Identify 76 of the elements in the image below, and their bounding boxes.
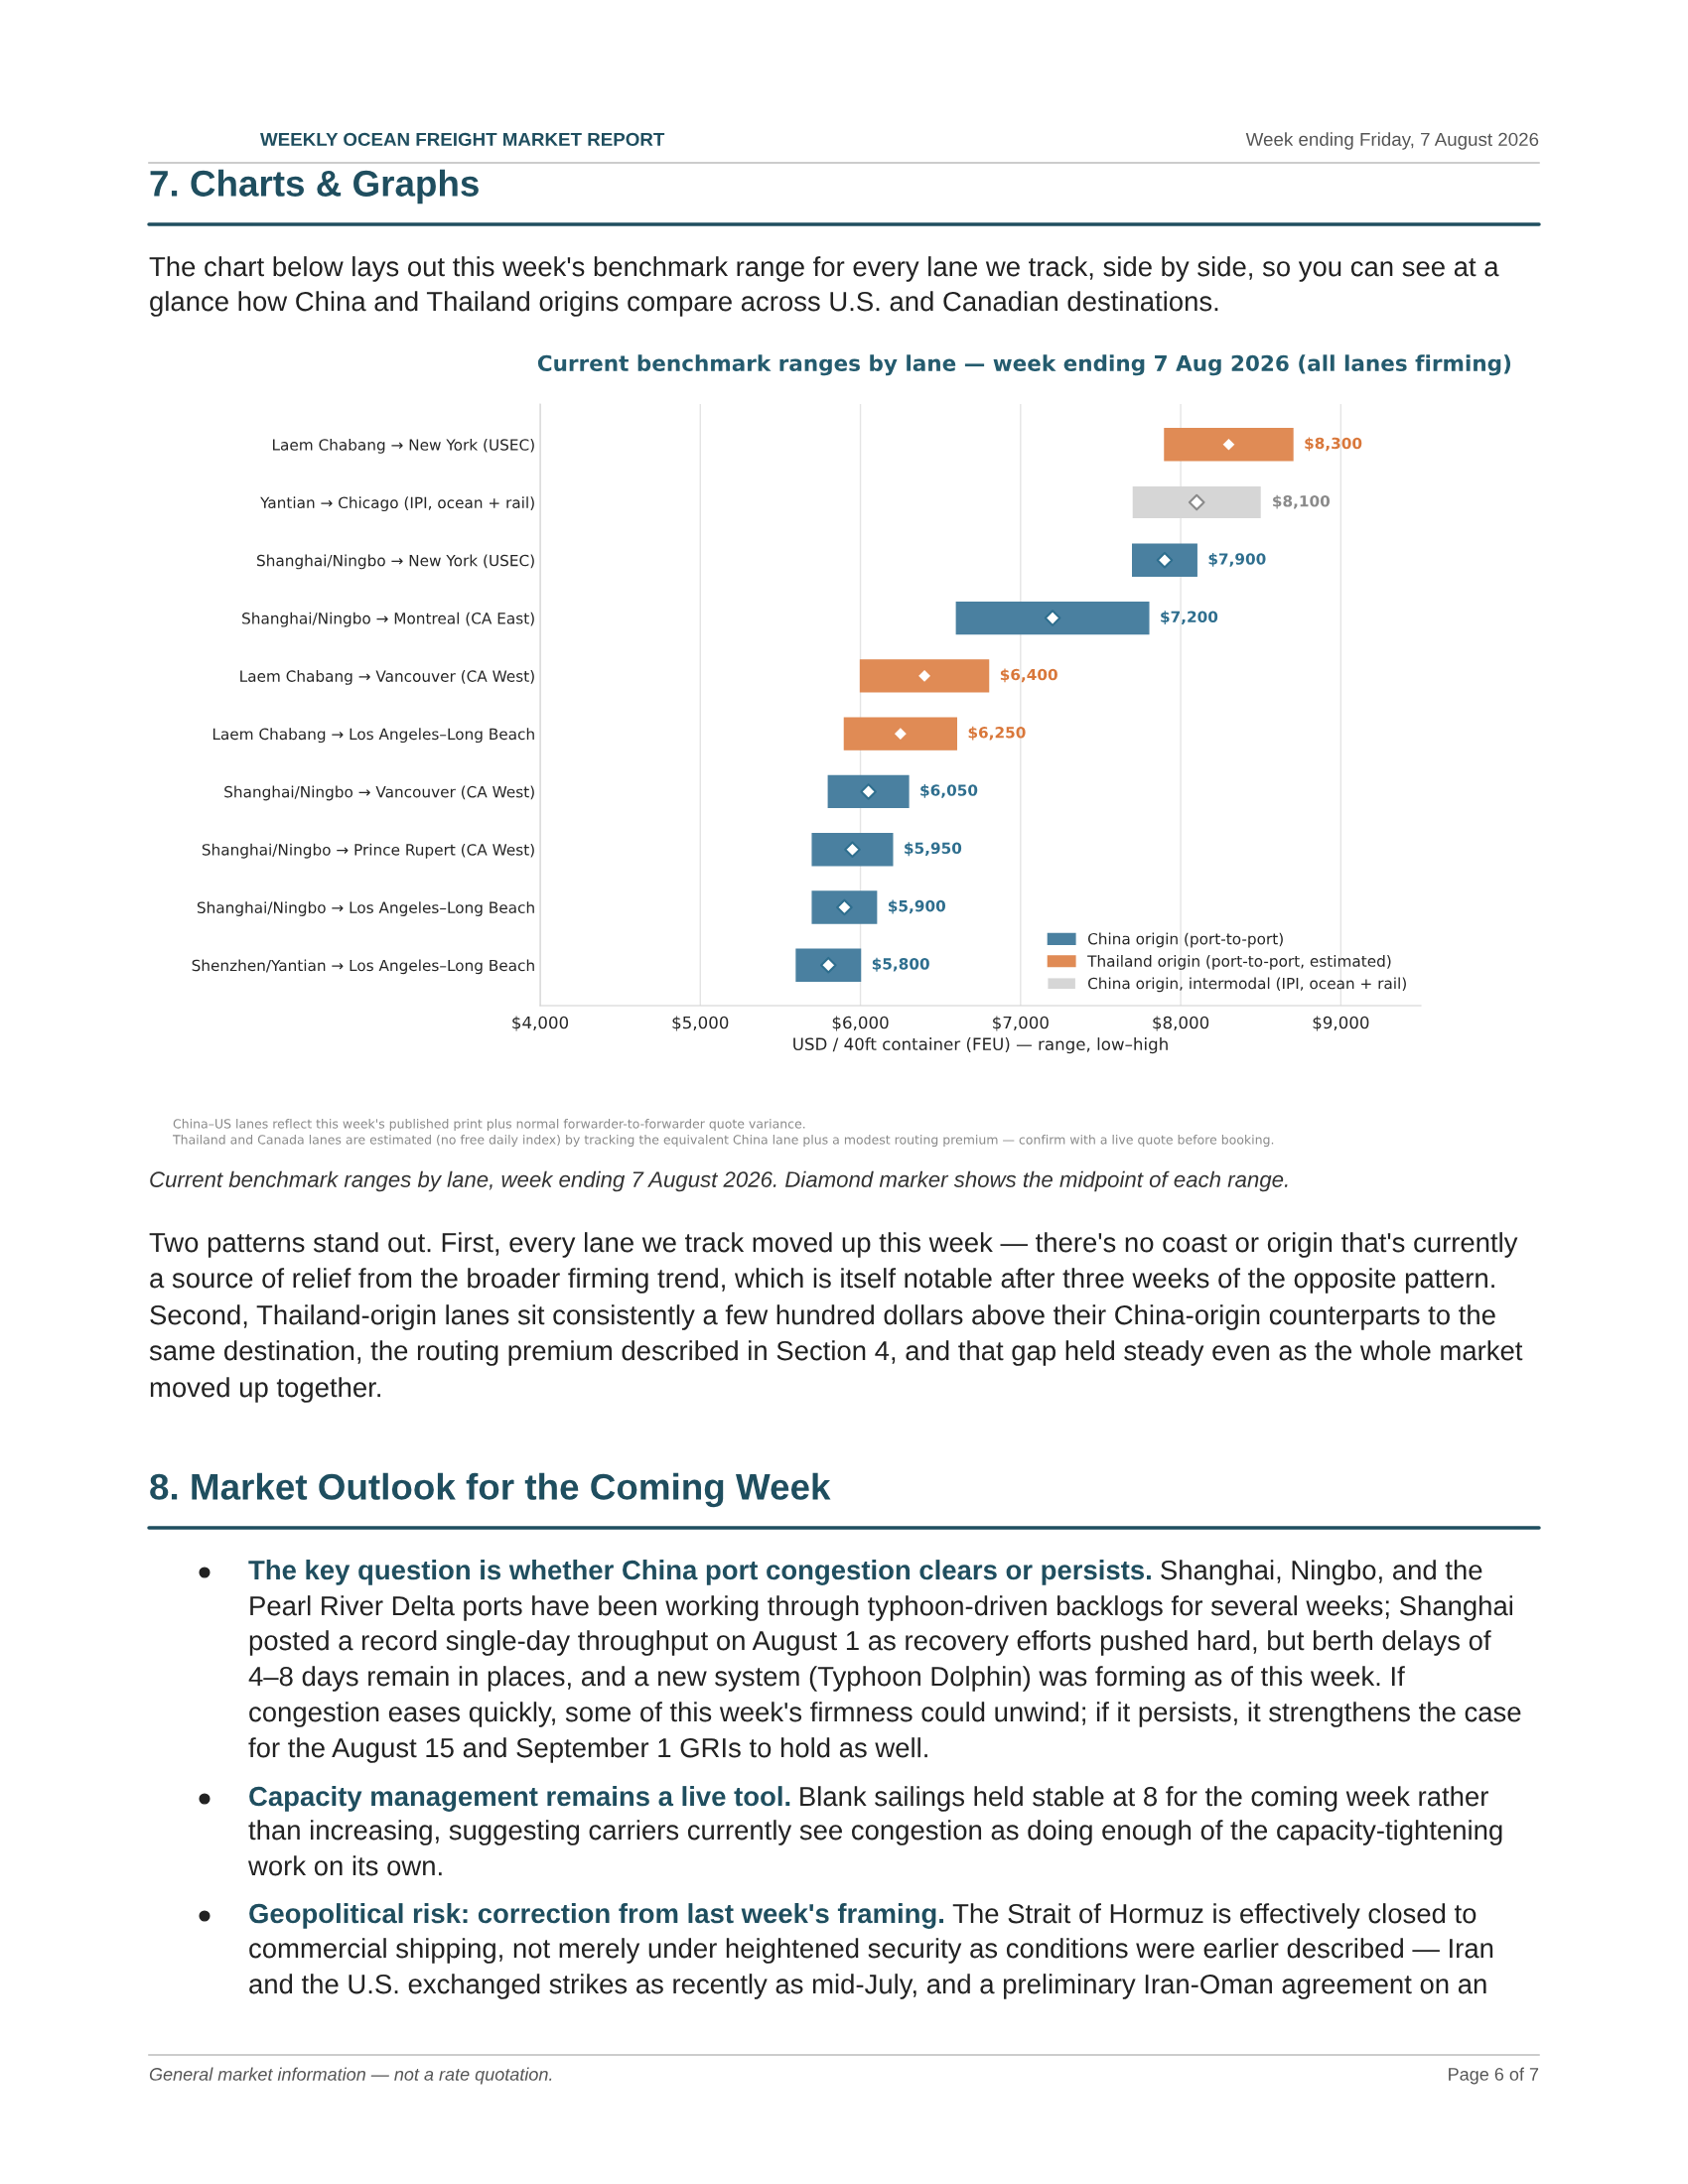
- y-tick-label: Shanghai/Ningbo → Montreal (CA East): [242, 612, 534, 627]
- x-tick-label: $7,000: [993, 1016, 1049, 1031]
- text: same destination, the routing premium described in Section 4, and that gap held steady even as the whole market: [149, 1340, 1523, 1366]
- y-tick-label: Laem Chabang → New York (USEC): [273, 438, 534, 454]
- annotation: $7,200: [1161, 611, 1218, 625]
- text: and the U.S. exchanged strikes as recently as mid-July, and a preliminary Iran-Oman agreement on an: [249, 1974, 1486, 1999]
- text: China–US lanes reflect this week's published print plus normal forwarder-to-forwarder quote variance.: [173, 1118, 805, 1132]
- text: Page 6 of 7: [1449, 2067, 1539, 2085]
- text: Shanghai, Ningbo, and the: [1161, 1560, 1482, 1585]
- text: than increasing, suggesting carriers currently see congestion as doing enough of the capacity-tightening: [248, 1820, 1502, 1845]
- chart-title: Current benchmark ranges by lane — week ending 7 Aug 2026 (all lanes firming): [537, 354, 1511, 376]
- bar: [827, 774, 910, 809]
- x-tick-label: $8,000: [1153, 1016, 1209, 1031]
- bar: [955, 601, 1150, 635]
- text: Second, Thailand-origin lanes sit consistently a few hundred dollars above their China-origin counterparts to the: [150, 1304, 1495, 1330]
- y-tick-label: Shanghai/Ningbo → Prince Rupert (CA West): [202, 843, 534, 859]
- point: [844, 841, 861, 858]
- y-tick-label: Yantian → Chicago (IPI, ocean + rail): [260, 496, 534, 512]
- legend-label: China origin, intermodal (IPI, ocean + rail): [1087, 977, 1406, 993]
- text: Pearl River Delta ports have been working through typhoon-driven backlogs for several weeks; Shanghai: [250, 1595, 1513, 1621]
- text: 8. Market Outlook for the Coming Week: [150, 1472, 831, 1508]
- text: WEEKLY OCEAN FREIGHT MARKET REPORT: [260, 132, 665, 147]
- text: Capacity management remains a live tool.: [249, 1786, 790, 1812]
- y-tick-label: Shanghai/Ningbo → Vancouver (CA West): [224, 785, 534, 801]
- text: work on its own.: [247, 1855, 442, 1876]
- x-axis-title: USD / 40ft container (FEU) — range, low–high: [793, 1037, 1168, 1054]
- legend-label: China origin (port-to-port): [1087, 932, 1283, 948]
- annotation: $5,800: [872, 957, 929, 972]
- text: Blank sailings held stable at 8 for the coming week rather: [800, 1786, 1488, 1812]
- text: General market information — not a rate quotation.: [149, 2067, 552, 2085]
- text: a source of relief from the broader firming trend, which is itself notable after three weeks of the opposite pattern.: [150, 1268, 1494, 1294]
- annotation: $6,050: [920, 784, 978, 798]
- y-tick-label: Laem Chabang → Los Angeles–Long Beach: [212, 728, 534, 744]
- x-tick-label: $4,000: [512, 1016, 569, 1031]
- bar: [843, 717, 958, 751]
- text: 4–8 days remain in places, and a new system (Typhoon Dolphin) was forming as of this week. If: [248, 1666, 1405, 1692]
- x-tick-label: $5,000: [672, 1016, 729, 1031]
- x-tick-label: $9,000: [1313, 1016, 1369, 1031]
- y-tick-label: Laem Chabang → Vancouver (CA West): [240, 670, 534, 685]
- bar: [795, 948, 862, 982]
- text: for the August 15 and September 1 GRIs to hold as well.: [248, 1737, 927, 1763]
- text: Week ending Friday, 7 August 2026: [1245, 132, 1539, 150]
- y-tick-label: Shenzhen/Yantian → Los Angeles–Long Beach: [192, 959, 534, 975]
- annotation: $7,900: [1208, 552, 1266, 567]
- annotation: $6,250: [968, 726, 1026, 741]
- text: Geopolitical risk: correction from last week's framing.: [249, 1903, 943, 1929]
- text: posted a record single-day throughput on August 1 as recovery efforts pushed hard, but berth delays of: [249, 1630, 1491, 1656]
- point: [1044, 610, 1061, 626]
- point: [1188, 493, 1205, 511]
- text: 7. Charts & Graphs: [150, 169, 479, 205]
- bar: [859, 659, 990, 693]
- text: The Strait of Hormuz is effectively closed to: [952, 1903, 1477, 1929]
- bar: [1132, 486, 1261, 519]
- bar: [1164, 428, 1294, 462]
- text: commercial shipping, not merely under heightened security as conditions were earlier described — Iran: [249, 1938, 1493, 1964]
- text: congestion eases quickly, some of this week's firmness could unwind; if it persists, it strengthens the case: [249, 1702, 1521, 1727]
- text: Two patterns stand out. First, every lane we track moved up this week — there's no coast or origin that's currently: [149, 1232, 1518, 1258]
- annotation: $8,300: [1305, 437, 1362, 452]
- text: moved up together.: [150, 1377, 380, 1403]
- y-tick-label: Shanghai/Ningbo → New York (USEC): [257, 554, 534, 570]
- point: [860, 783, 877, 800]
- text: The key question is whether China port congestion clears or persists.: [248, 1560, 1151, 1585]
- annotation: $5,900: [888, 899, 946, 914]
- text: Current benchmark ranges by lane, week ending 7 August 2026. Diamond marker shows the midpoint of each range.: [150, 1170, 1288, 1192]
- annotation: $6,400: [1000, 668, 1057, 683]
- bar: [1132, 543, 1197, 578]
- y-tick-label: Shanghai/Ningbo → Los Angeles–Long Beach: [197, 901, 534, 916]
- annotation: $5,950: [905, 842, 962, 857]
- annotation: $8,100: [1273, 494, 1331, 509]
- text: The chart below lays out this week's benchmark range for every lane we track, side by side, so you can see at a: [149, 256, 1499, 282]
- bar: [811, 832, 894, 867]
- bar: [811, 890, 878, 924]
- text: Thailand and Canada lanes are estimated (no free daily index) by tracking the equivalent China lane plus a modest routing premium — confirm with a live quote before booking.: [172, 1134, 1274, 1148]
- x-tick-label: $6,000: [832, 1016, 889, 1031]
- text: glance how China and Thailand origins compare across U.S. and Canadian destinations.: [150, 291, 1218, 317]
- legend-label: Thailand origin (port-to-port, estimated): [1087, 955, 1391, 970]
